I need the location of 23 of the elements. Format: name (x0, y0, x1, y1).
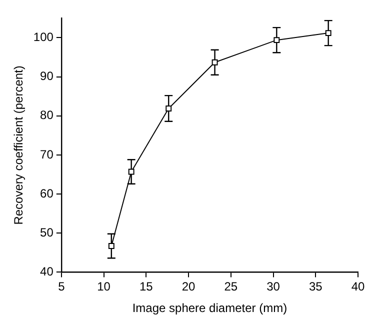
x-tick-label: 10 (97, 280, 111, 294)
y-tick-label: 90 (40, 69, 54, 84)
y-tick-label: 50 (40, 225, 54, 240)
y-tick-label: 70 (40, 147, 54, 162)
y-tick-label: 80 (40, 108, 54, 122)
x-tick-label: 30 (266, 280, 280, 294)
y-tick-label: 100 (33, 30, 54, 44)
point (128, 168, 134, 175)
point (274, 37, 280, 44)
x-tick-label: 40 (351, 280, 365, 294)
y-tick-label: 60 (40, 186, 54, 200)
point (212, 59, 218, 66)
x-tick-label: 5 (58, 280, 66, 294)
x-axis-title: Image sphere diameter (mm) (132, 301, 288, 316)
x-tick-label: 35 (308, 280, 323, 294)
x-tick-label: 15 (139, 280, 154, 294)
point (325, 30, 332, 36)
x-tick-label: 25 (224, 280, 238, 294)
y-tick-label: 40 (40, 264, 54, 279)
y-axis-title: Recovery coefficient (percent) (12, 66, 26, 225)
point (166, 105, 172, 112)
point (108, 243, 114, 249)
x-tick-label: 20 (182, 280, 196, 294)
